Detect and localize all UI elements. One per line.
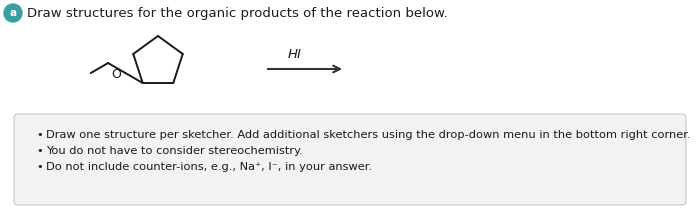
FancyBboxPatch shape — [14, 114, 686, 205]
Text: Do not include counter-ions, e.g., Na⁺, I⁻, in your answer.: Do not include counter-ions, e.g., Na⁺, … — [46, 162, 372, 172]
Text: a: a — [9, 8, 17, 18]
Text: You do not have to consider stereochemistry.: You do not have to consider stereochemis… — [46, 146, 303, 156]
Text: Draw structures for the organic products of the reaction below.: Draw structures for the organic products… — [27, 6, 448, 19]
Text: •: • — [36, 146, 43, 156]
Text: •: • — [36, 162, 43, 172]
Text: Draw one structure per sketcher. Add additional sketchers using the drop-down me: Draw one structure per sketcher. Add add… — [46, 130, 691, 140]
Text: HI: HI — [288, 48, 302, 61]
Text: •: • — [36, 130, 43, 140]
Text: O: O — [111, 68, 121, 80]
Circle shape — [4, 4, 22, 22]
